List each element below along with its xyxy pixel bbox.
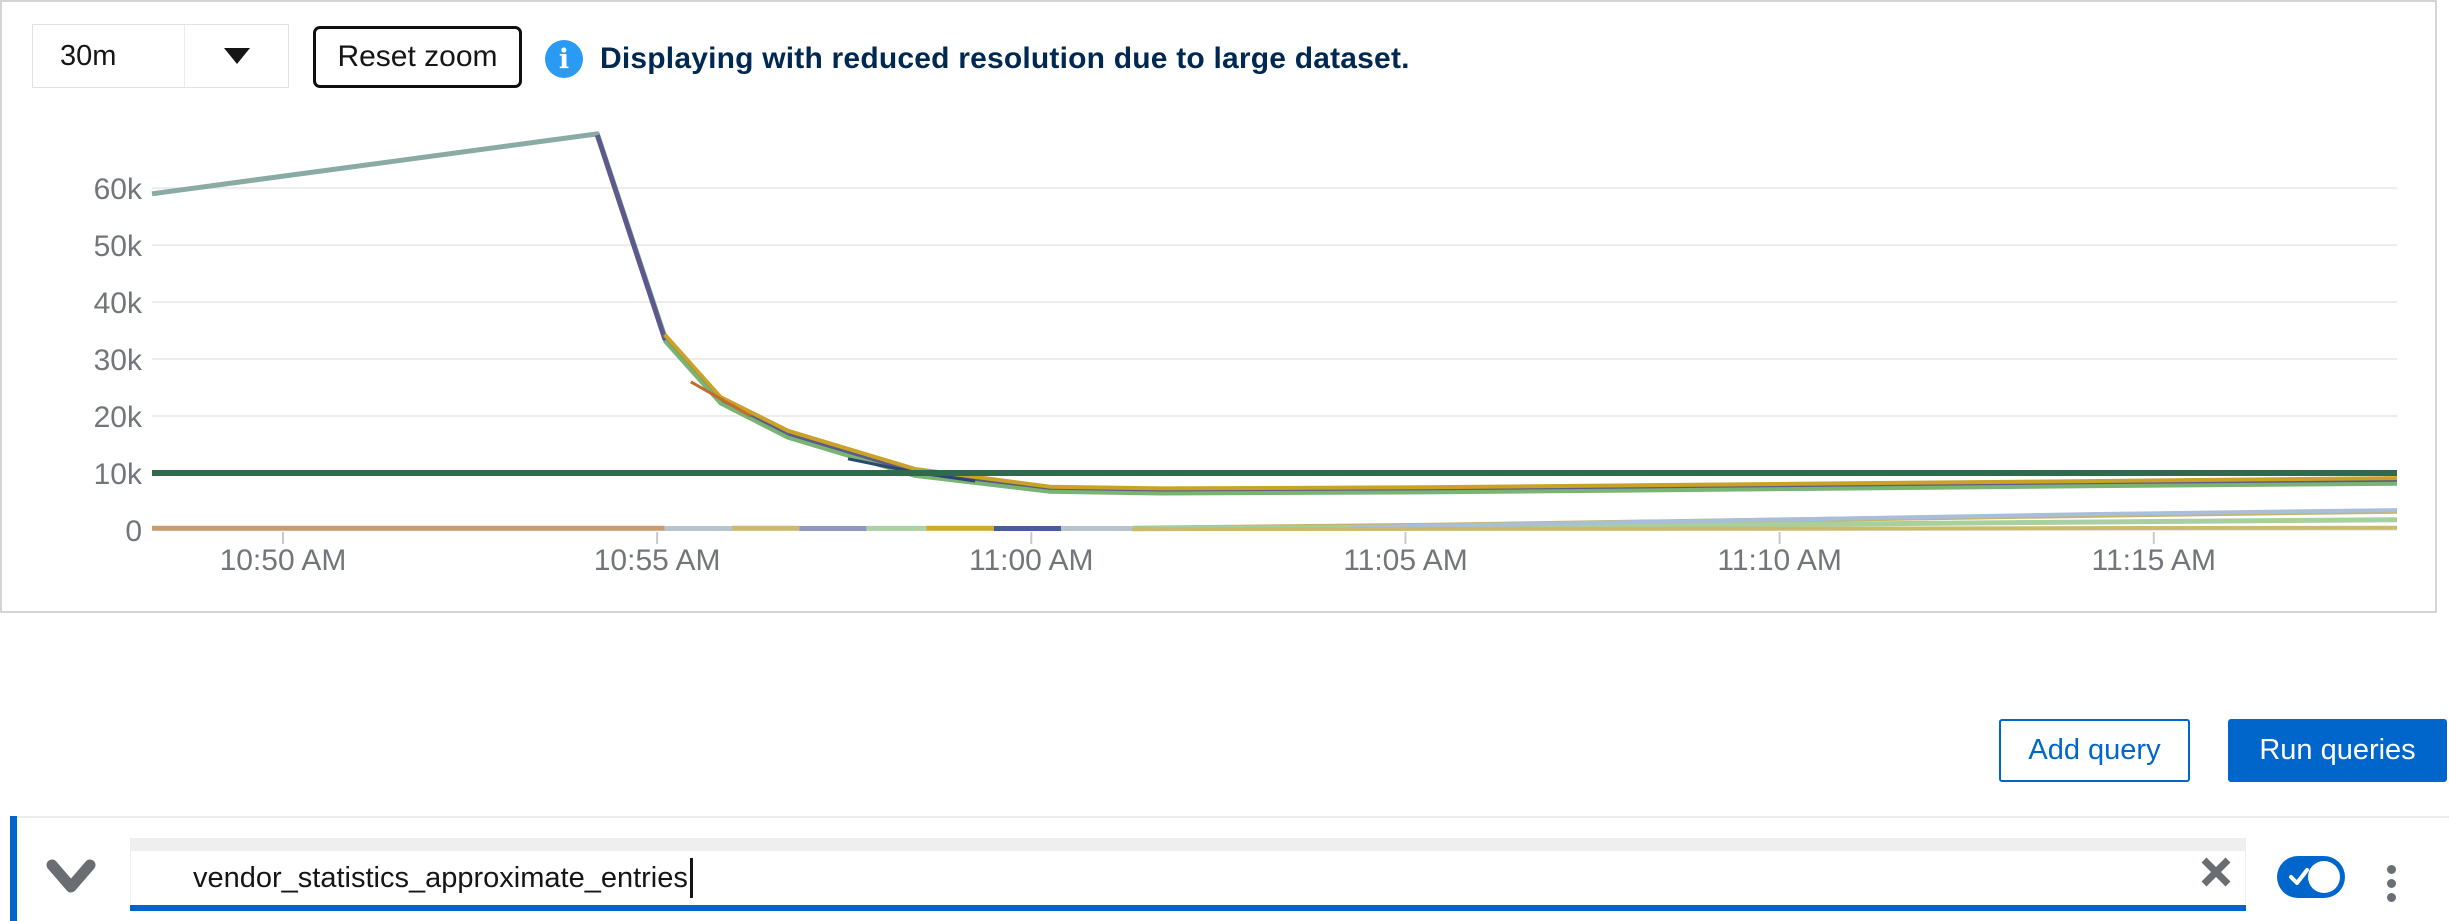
query-input-focus-underline	[130, 905, 2246, 911]
svg-text:10k: 10k	[94, 458, 143, 491]
svg-text:40k: 40k	[94, 287, 143, 320]
query-expand-button[interactable]	[42, 854, 100, 902]
query-row: vendor_statistics_approximate_entries	[0, 816, 2449, 921]
svg-text:11:10 AM: 11:10 AM	[1717, 544, 1842, 577]
svg-text:50k: 50k	[94, 230, 143, 263]
metrics-chart[interactable]: 0 10k 20k 30k 40k 50k 60k 10:50 AM 10:55 AM 11:00…	[2, 2, 2435, 611]
query-row-accent-bar	[10, 816, 17, 921]
query-kebab-menu-button[interactable]	[2369, 852, 2413, 914]
metrics-chart-panel: 0 10k 20k 30k 40k 50k 60k 10:50 AM 10:55 AM 11:00…	[0, 0, 2437, 613]
series-main-green	[663, 339, 2398, 496]
query-expression-input[interactable]: vendor_statistics_approximate_entries	[130, 838, 2246, 906]
kebab-menu-icon	[2386, 864, 2396, 874]
svg-text:30k: 30k	[94, 344, 143, 377]
clear-query-button[interactable]	[2192, 848, 2240, 896]
query-expression-text: vendor_statistics_approximate_entries	[193, 861, 688, 894]
svg-text:11:15 AM: 11:15 AM	[2092, 544, 2217, 577]
chevron-down-icon	[46, 859, 96, 893]
reset-zoom-button[interactable]: Reset zoom	[313, 26, 522, 88]
series-main-gold	[663, 333, 2398, 491]
timespan-select[interactable]: 30m	[32, 24, 289, 88]
svg-text:11:05 AM: 11:05 AM	[1343, 544, 1468, 577]
query-enabled-toggle[interactable]	[2277, 856, 2345, 898]
info-icon: i	[545, 40, 583, 78]
query-row-divider	[17, 816, 2449, 818]
timespan-select-value: 30m	[60, 39, 117, 72]
svg-text:10:55 AM: 10:55 AM	[594, 544, 721, 577]
toggle-knob	[2308, 861, 2340, 893]
run-queries-button[interactable]: Run queries	[2228, 719, 2447, 782]
text-cursor	[689, 858, 693, 898]
series-segment-orange	[690, 380, 752, 418]
query-input-top-strip	[131, 839, 2245, 851]
reduced-resolution-alert: i Displaying with reduced resolution due…	[545, 40, 1410, 78]
close-icon	[2201, 857, 2231, 887]
svg-text:0: 0	[125, 515, 142, 548]
series-flat-khaki-low	[1132, 525, 2398, 532]
select-caret-zone	[184, 25, 288, 87]
check-icon	[2289, 868, 2309, 885]
add-query-button[interactable]: Add query	[1999, 719, 2190, 782]
svg-text:60k: 60k	[94, 173, 143, 206]
series-rise-lightblue	[1349, 508, 2398, 530]
svg-text:20k: 20k	[94, 401, 143, 434]
svg-text:11:00 AM: 11:00 AM	[969, 544, 1094, 577]
caret-down-icon	[223, 48, 250, 64]
info-alert-text: Displaying with reduced resolution due t…	[600, 42, 1410, 75]
svg-text:10:50 AM: 10:50 AM	[220, 544, 347, 577]
